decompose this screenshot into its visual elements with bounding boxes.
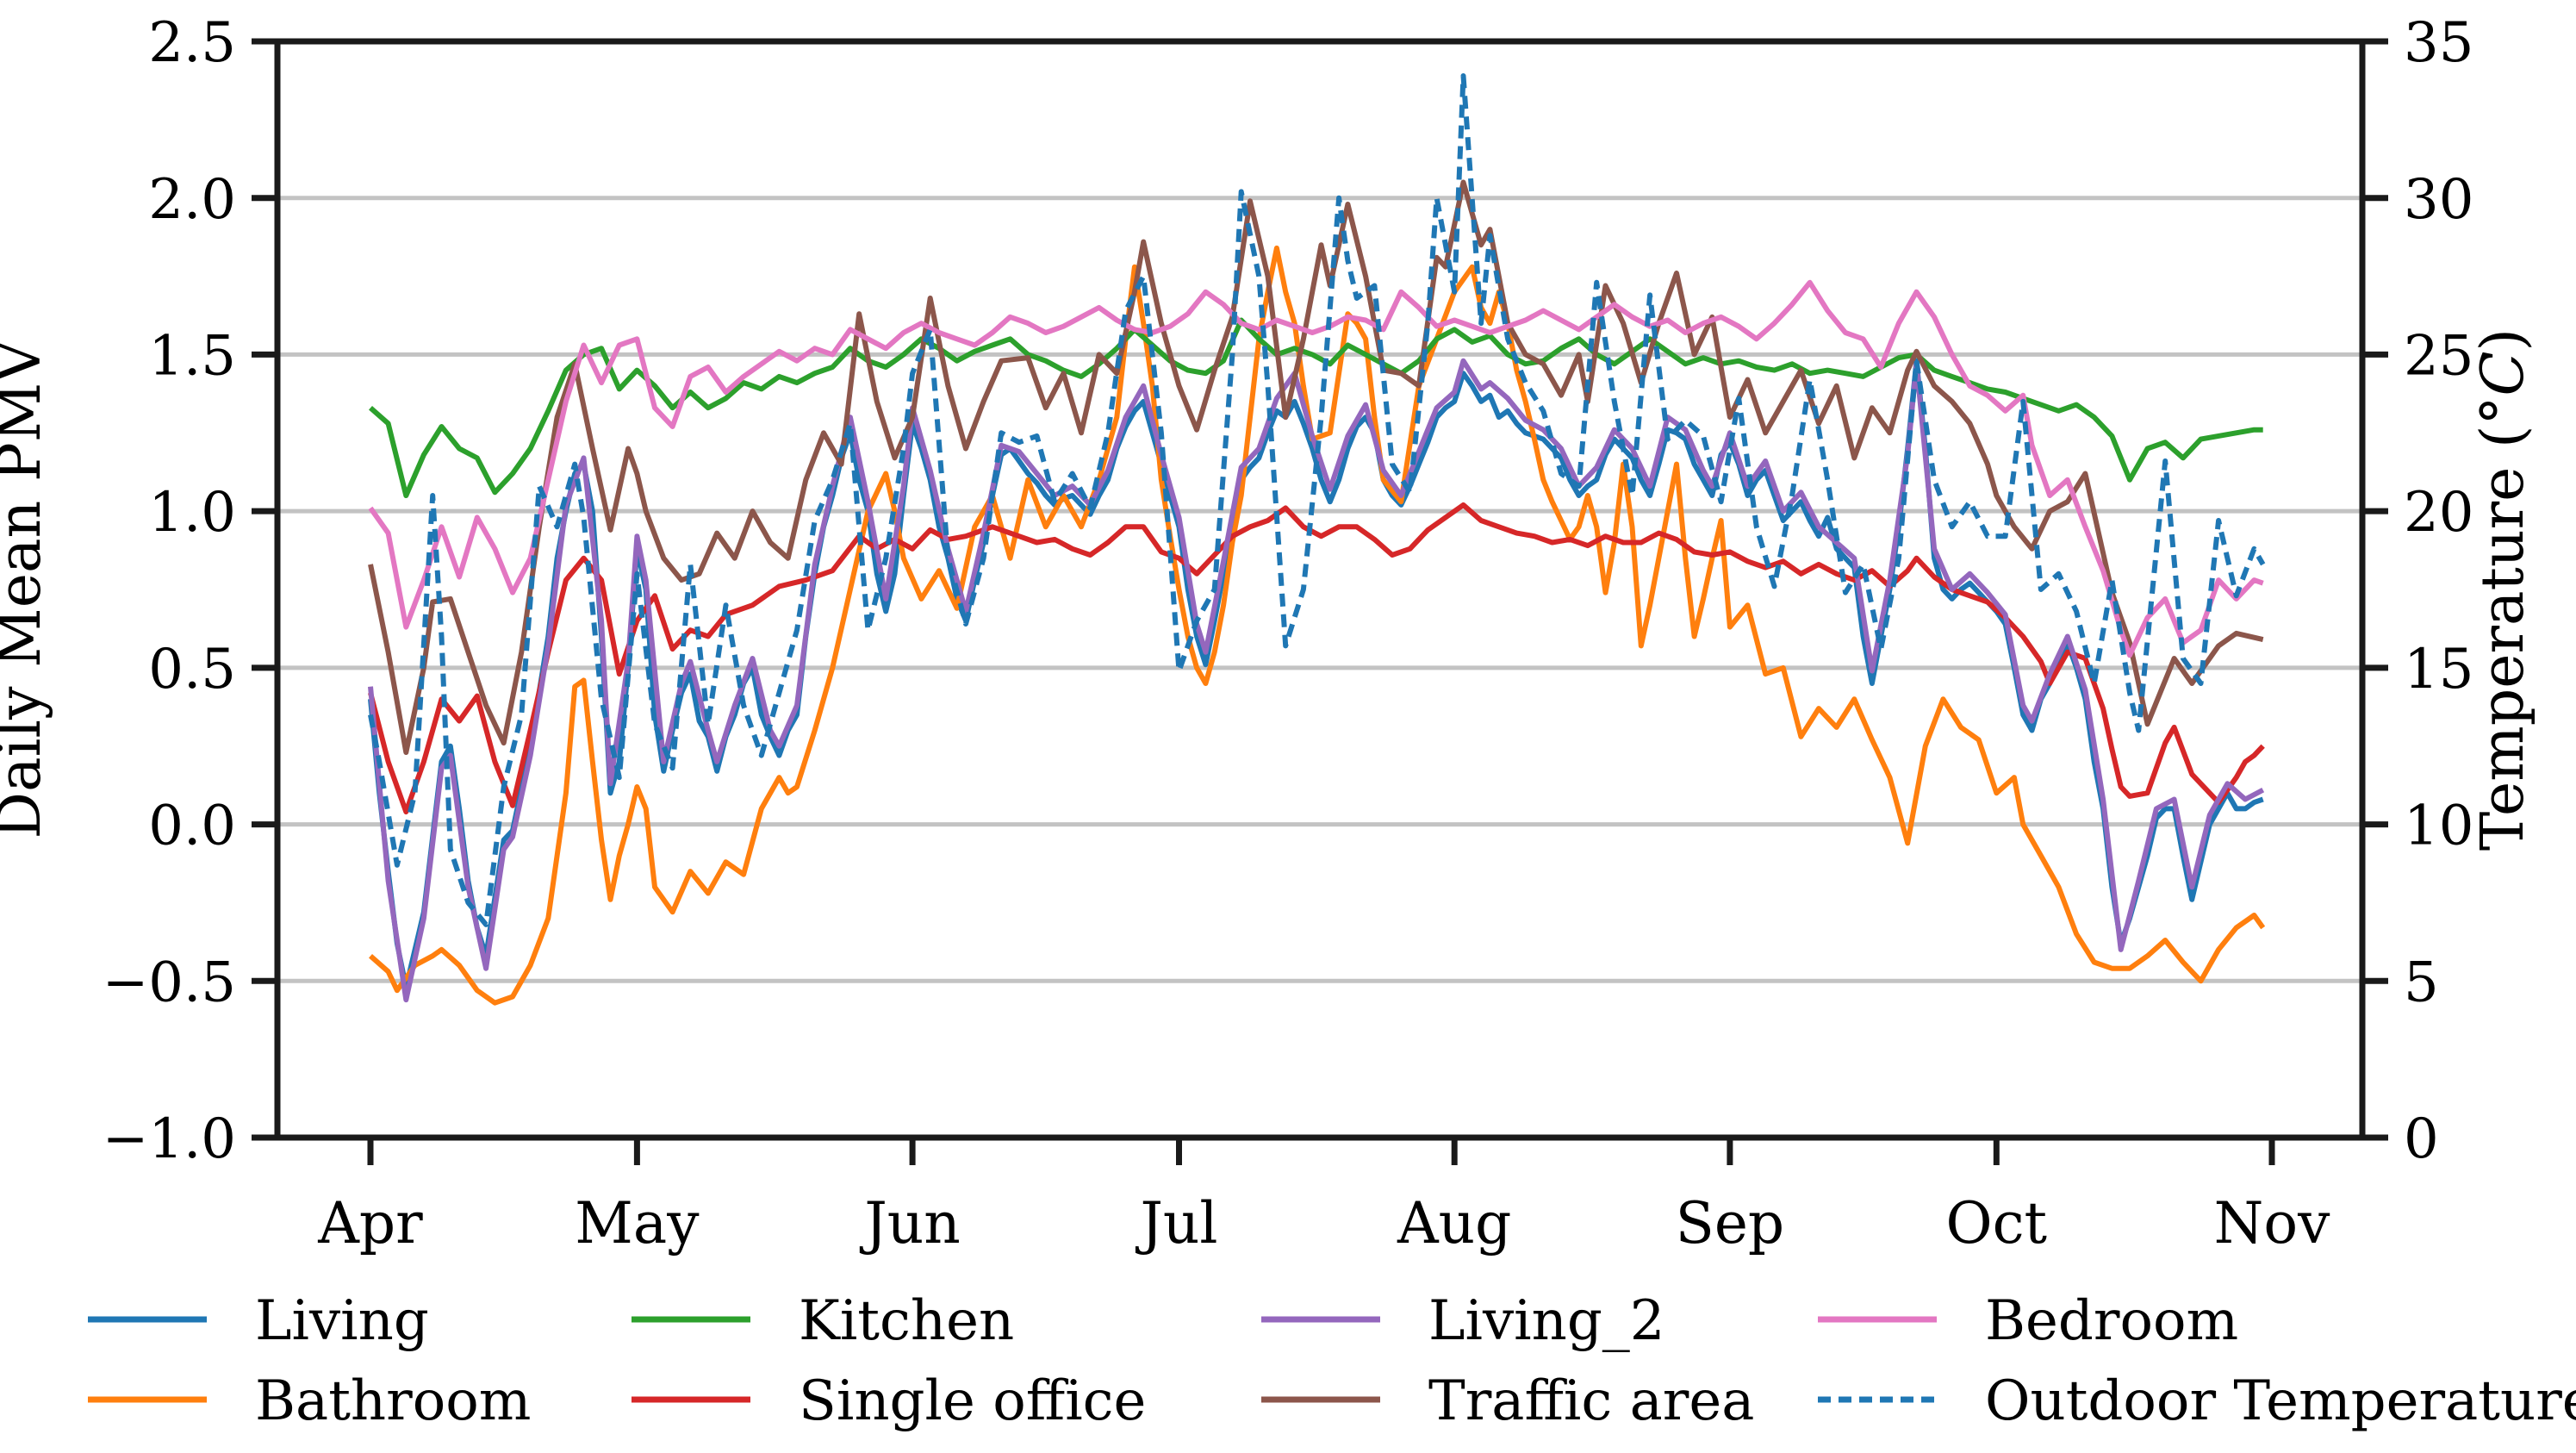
x-tick-label: Aug [1397, 1190, 1511, 1257]
legend-item-kitchen: Kitchen [632, 1289, 1014, 1353]
legend-label-kitchen: Kitchen [799, 1289, 1014, 1353]
x-tick-label: Sep [1676, 1190, 1785, 1257]
y-right-axis-title: Temperature (°C) [2469, 328, 2537, 851]
y-left-tick-label: 0.5 [148, 638, 236, 702]
series-line-traffic [368, 179, 2264, 755]
legend-item-living2: Living_2 [1261, 1289, 1665, 1353]
legend-label-office: Single office [799, 1369, 1146, 1433]
y-left-axis-title: Daily Mean PMV [0, 339, 54, 839]
y-left-tick-label: 2.0 [148, 168, 236, 232]
x-tick-label: Oct [1945, 1190, 2047, 1257]
legend-item-traffic: Traffic area [1261, 1369, 1754, 1433]
series-line-living2 [368, 358, 2265, 1003]
legend-item-outdoor: Outdoor Temperature [1818, 1369, 2576, 1433]
y-left-tick-label: 2.5 [148, 11, 236, 75]
y-right-tick-label: 0 [2404, 1107, 2439, 1171]
legend-label-bedroom: Bedroom [1985, 1289, 2238, 1353]
legend-label-traffic: Traffic area [1428, 1369, 1754, 1433]
legend-item-living: Living [88, 1289, 429, 1353]
series-line-outdoor [368, 73, 2266, 927]
y-right-tick-label: 35 [2404, 11, 2473, 75]
x-tick-label: Nov [2214, 1190, 2330, 1257]
y-left-tick-label: 1.5 [148, 324, 236, 388]
y-left-tick-label: −0.5 [103, 951, 236, 1014]
legend-label-living2: Living_2 [1428, 1289, 1665, 1353]
series-line-bathroom [369, 245, 2266, 1006]
x-tick-label: May [575, 1190, 700, 1257]
y-right-tick-label: 25 [2404, 324, 2473, 388]
y-right-tick-label: 30 [2404, 168, 2473, 232]
legend-label-bathroom: Bathroom [255, 1369, 531, 1433]
legend-label-outdoor: Outdoor Temperature [1985, 1369, 2576, 1433]
legend-item-office: Single office [632, 1369, 1146, 1433]
y-right-tick-label: 5 [2404, 951, 2439, 1014]
y-right-tick-label: 20 [2404, 481, 2473, 545]
x-tick-label: Jul [1135, 1190, 1217, 1257]
y-right-tick-label: 15 [2404, 638, 2473, 702]
y-left-tick-label: 0.0 [148, 795, 236, 858]
x-tick-label: Jun [859, 1190, 960, 1257]
legend-label-living: Living [255, 1289, 429, 1353]
plot-frame [274, 38, 2366, 1141]
y-right-tick-label: 10 [2404, 795, 2473, 858]
legend-item-bedroom: Bedroom [1818, 1289, 2238, 1353]
x-tick-label: Apr [317, 1190, 423, 1257]
series-line-kitchen [369, 317, 2263, 498]
y-left-tick-label: 1.0 [148, 481, 236, 545]
legend-item-bathroom: Bathroom [88, 1369, 531, 1433]
y-left-tick-label: −1.0 [103, 1107, 236, 1171]
